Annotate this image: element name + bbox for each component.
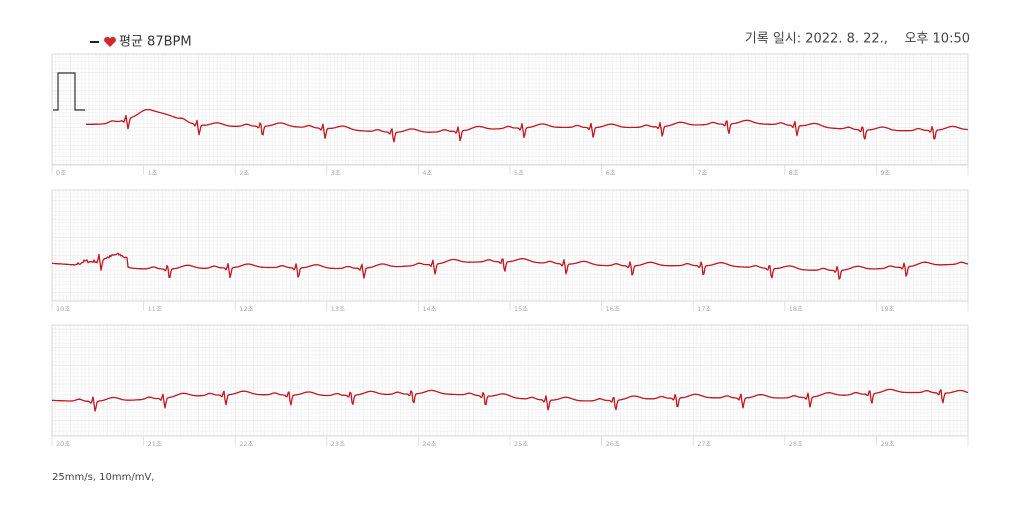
time-label: 23초: [331, 440, 345, 448]
calibration-pulse: [53, 72, 85, 111]
time-label: 9초: [880, 169, 890, 177]
time-label: 27초: [697, 440, 711, 448]
ecg-trace: [85, 108, 968, 143]
ecg-grid: [51, 53, 969, 166]
time-label: 2초: [239, 169, 249, 177]
time-label: 26초: [606, 440, 620, 448]
time-label: 7초: [697, 169, 707, 177]
time-label: 19초: [880, 305, 894, 313]
heart-icon: [104, 36, 116, 47]
time-label: 12초: [239, 305, 253, 313]
time-label: 4초: [422, 169, 432, 177]
time-label: 5초: [514, 169, 524, 177]
time-label: 8초: [789, 169, 799, 177]
time-label: 17초: [697, 305, 711, 313]
ecg-grid: [51, 189, 969, 302]
record-time: 기록 일시: 2022. 8. 22., 오후 10:50: [745, 32, 970, 47]
time-label: 25초: [514, 440, 528, 448]
time-label: 15초: [514, 305, 528, 313]
time-label: 6초: [606, 169, 616, 177]
legend-label: 평균 87BPM: [119, 35, 192, 50]
ecg-trace: [52, 388, 969, 412]
footer-note: 25mm/s, 10mm/mV,: [52, 472, 154, 483]
time-label: 16초: [606, 305, 620, 313]
time-label: 20초: [56, 440, 70, 448]
time-label: 29초: [880, 440, 894, 448]
time-label: 13초: [331, 305, 345, 313]
ecg-grid: [51, 324, 969, 437]
time-label: 21초: [148, 440, 162, 448]
time-label: 22초: [239, 440, 253, 448]
time-label: 14초: [422, 305, 436, 313]
time-label: 24초: [422, 440, 436, 448]
time-label: 18초: [789, 305, 803, 313]
ecg-trace: [52, 252, 969, 280]
time-label: 3초: [331, 169, 341, 177]
time-label: 0초: [56, 169, 66, 177]
time-label: 1초: [148, 169, 158, 177]
time-label: 28초: [789, 440, 803, 448]
time-label: 11초: [148, 305, 162, 313]
time-label: 10초: [56, 305, 70, 313]
